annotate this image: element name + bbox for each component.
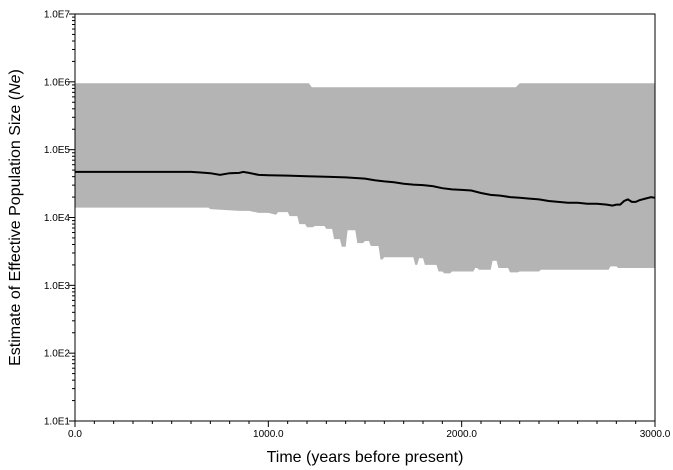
y-axis-title-prefix: Estimate of Effective Population Size (	[7, 94, 24, 366]
x-tick-label: 3000.0	[640, 429, 671, 440]
y-tick-label: 1.0E4	[44, 213, 71, 224]
x-axis-ticks: 0.0 1000.0 2000.0 3000.0	[68, 421, 671, 440]
y-axis-title-italic: Ne	[7, 74, 24, 95]
y-tick-label: 1.0E5	[44, 145, 71, 156]
x-axis-title: Time (years before present)	[267, 449, 464, 466]
plot-area	[75, 83, 656, 274]
y-axis-title-suffix: )	[7, 69, 24, 74]
y-tick-label: 1.0E7	[44, 10, 71, 21]
x-tick-label: 1000.0	[253, 429, 284, 440]
median-line	[75, 170, 656, 207]
y-tick-label: 1.0E3	[44, 281, 71, 292]
x-tick-label: 0.0	[68, 429, 82, 440]
y-tick-label: 1.0E6	[44, 77, 71, 88]
y-tick-label: 1.0E2	[44, 349, 71, 360]
y-tick-label: 1.0E1	[44, 417, 71, 428]
x-tick-label: 2000.0	[446, 429, 477, 440]
y-axis-ticks: 1.0E1 1.0E2 1.0E3 1.0E4 1.0E5 1.0E6 1.0E7	[44, 10, 75, 428]
y-axis-title: Estimate of Effective Population Size (N…	[7, 69, 24, 366]
